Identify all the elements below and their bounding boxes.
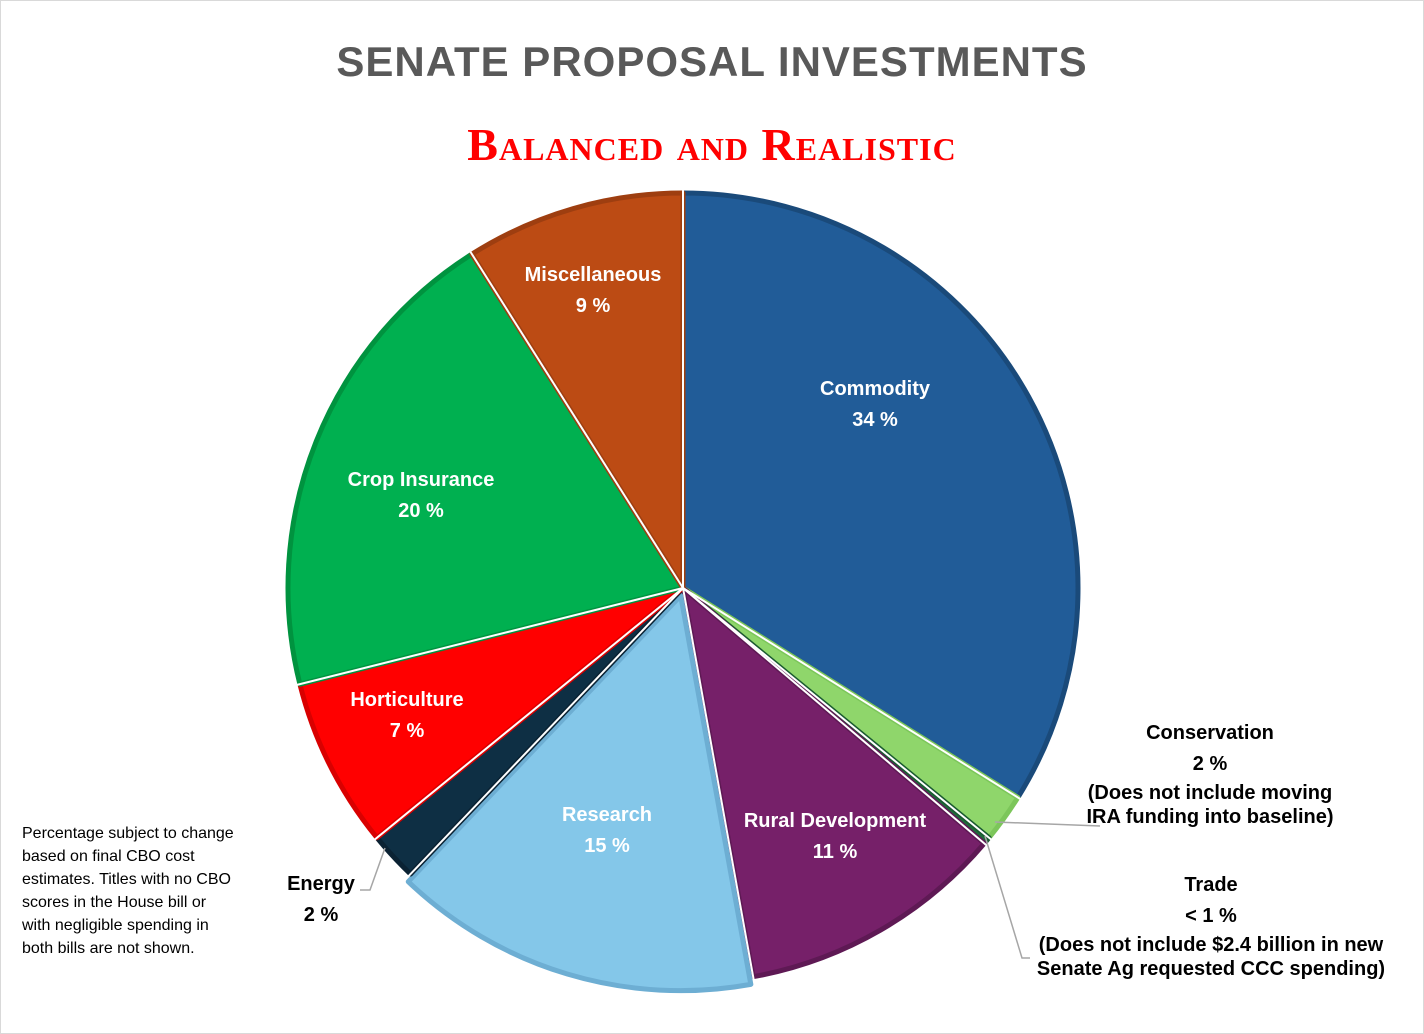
leader-line-conservation: [994, 821, 1101, 827]
slice-separator: [407, 587, 684, 877]
slice-label-crop-insurance: Crop Insurance: [348, 469, 495, 491]
slice-label-energy: Energy: [287, 873, 356, 895]
slice-label-commodity: Commodity: [820, 378, 931, 400]
pie-slice-research: [405, 593, 754, 994]
footnote: Percentage subject to change based on fi…: [22, 825, 234, 957]
slice-label-horticulture: Horticulture: [350, 689, 463, 711]
slice-separator: [296, 587, 684, 686]
slice-label-miscellaneous: Miscellaneous: [525, 264, 662, 286]
slice-value-conservation: 2 %: [1193, 753, 1228, 775]
pie-slice-commodity: [680, 190, 1081, 801]
slice-separator: [373, 587, 684, 841]
chart-title: SENATE PROPOSAL INVESTMENTS: [336, 38, 1088, 85]
slice-separator: [682, 587, 1021, 800]
slice-separator: [682, 587, 988, 847]
slice-label-trade: Trade: [1184, 874, 1237, 896]
pie-slice-miscellaneous: [469, 190, 686, 591]
leader-line-trade: [984, 835, 1030, 959]
slice-note-trade: (Does not include $2.4 billion in new: [1039, 934, 1384, 956]
slice-value-energy: 2 %: [304, 904, 339, 926]
slice-value-horticulture: 7 %: [390, 720, 425, 742]
slice-label-conservation: Conservation: [1146, 722, 1274, 744]
slice-value-crop-insurance: 20 %: [398, 500, 444, 522]
slice-note-trade: Senate Ag requested CCC spending): [1037, 958, 1385, 980]
chart-subtitle: Balanced and Realistic: [467, 119, 957, 170]
slice-note-conservation: IRA funding into baseline): [1086, 806, 1333, 828]
pie-slice-crop-insurance: [285, 251, 686, 687]
slice-label-rural-development: Rural Development: [744, 810, 927, 832]
slice-separator: [682, 587, 755, 980]
pie-slice-horticulture: [297, 585, 686, 841]
slice-separator: [682, 587, 993, 841]
slice-note-conservation: (Does not include moving: [1088, 782, 1332, 804]
leader-line-energy: [360, 847, 386, 891]
slice-label-research: Research: [562, 804, 652, 826]
slice-value-trade: < 1 %: [1185, 905, 1237, 927]
slice-value-miscellaneous: 9 %: [576, 295, 611, 317]
slice-separator: [469, 251, 684, 589]
slice-value-commodity: 34 %: [852, 409, 898, 431]
slice-value-rural-development: 11 %: [813, 841, 858, 863]
pie-slice-rural-development: [680, 585, 987, 980]
slice-value-research: 15 %: [584, 835, 630, 857]
